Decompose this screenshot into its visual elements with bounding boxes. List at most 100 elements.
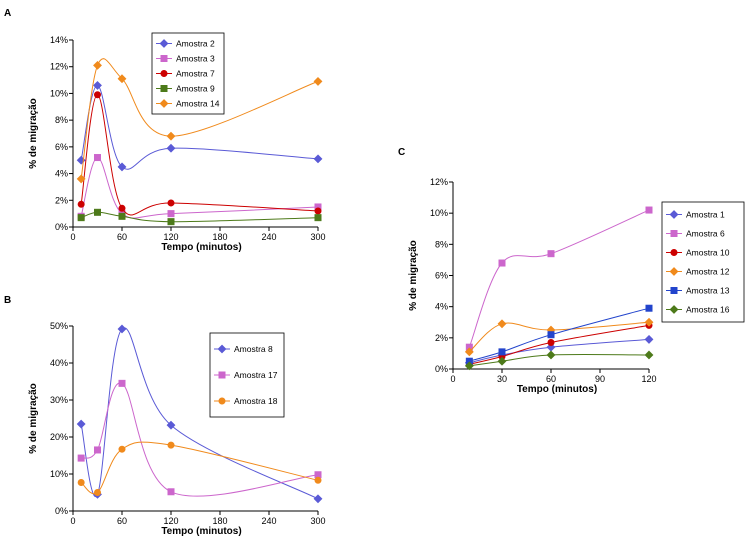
legend-swatch-marker xyxy=(669,305,679,314)
data-point xyxy=(314,476,322,484)
data-point xyxy=(497,356,507,366)
series-4 xyxy=(464,317,654,357)
x-axis-title: Tempo (minutos) xyxy=(517,384,597,395)
data-point xyxy=(76,419,86,429)
x-tick-label: 0 xyxy=(70,232,75,242)
series-2 xyxy=(465,206,653,351)
data-point xyxy=(313,76,323,86)
y-tick-label: 6% xyxy=(435,271,448,281)
data-point xyxy=(118,445,126,453)
data-point xyxy=(547,331,555,339)
y-tick-label: 20% xyxy=(50,432,68,442)
y-tick-label: 2% xyxy=(435,333,448,343)
data-point xyxy=(93,60,102,70)
legend-entry: Amostra 16 xyxy=(666,305,730,315)
x-tick-label: 60 xyxy=(117,232,127,242)
y-tick-label: 40% xyxy=(50,358,68,368)
legend-label: Amostra 10 xyxy=(686,248,730,258)
legend-swatch-marker xyxy=(159,39,169,48)
series-5 xyxy=(76,58,323,184)
legend-swatch-marker xyxy=(670,230,678,238)
y-tick-label: 0% xyxy=(435,364,448,374)
x-tick-label: 120 xyxy=(163,232,178,242)
legend: Amostra 8 Amostra 17 Amostra 18 xyxy=(209,332,285,418)
panel-letter: A xyxy=(4,8,11,19)
data-point xyxy=(77,454,85,462)
data-point xyxy=(94,446,102,454)
data-point xyxy=(547,339,555,347)
legend-entry: Amostra 8 xyxy=(214,344,273,354)
x-tick-label: 120 xyxy=(163,516,178,526)
series-6 xyxy=(464,350,654,371)
series-3 xyxy=(77,91,322,216)
x-axis-title: Tempo (minutos) xyxy=(161,242,241,253)
data-point xyxy=(77,479,85,487)
data-point xyxy=(76,174,86,184)
series-line xyxy=(469,307,650,362)
data-point xyxy=(166,131,176,141)
legend-swatch-marker xyxy=(160,85,168,93)
y-axis-title: % de migração xyxy=(28,383,39,454)
legend-label: Amostra 9 xyxy=(176,84,215,94)
series-line xyxy=(469,324,650,365)
series-3 xyxy=(77,441,322,496)
x-tick-label: 300 xyxy=(310,516,325,526)
series-1 xyxy=(76,324,323,504)
legend-swatch-marker xyxy=(669,267,679,276)
series-1 xyxy=(76,80,323,172)
legend-label: Amostra 17 xyxy=(234,370,278,380)
legend: Amostra 2 Amostra 3 Amostra 7 Amostra 9 Amos… xyxy=(151,32,225,115)
y-tick-label: 0% xyxy=(55,222,68,232)
data-point xyxy=(314,207,322,215)
x-tick-label: 60 xyxy=(546,374,556,384)
legend-label: Amostra 6 xyxy=(686,229,725,239)
legend-swatch-marker xyxy=(160,54,168,62)
y-axis-title: % de migração xyxy=(28,98,39,169)
series-line xyxy=(80,441,319,495)
data-point xyxy=(77,200,85,208)
legend-swatch-marker xyxy=(217,344,227,354)
data-point xyxy=(94,208,102,216)
series-line xyxy=(469,354,650,367)
data-point xyxy=(94,91,102,99)
data-point xyxy=(498,259,506,267)
y-tick-label: 10% xyxy=(50,88,68,98)
data-point xyxy=(464,361,474,371)
legend-entry: Amostra 17 xyxy=(214,370,278,380)
x-tick-label: 120 xyxy=(641,374,656,384)
y-tick-label: 2% xyxy=(55,195,68,205)
legend-swatch-marker xyxy=(218,371,226,379)
data-point xyxy=(166,420,176,430)
series-4 xyxy=(77,208,322,226)
panel-c: C 0% 2% 4% 6% 8% 10% 12% 0 30 60 90 120 Tempo (minuto… xyxy=(398,147,745,395)
legend-label: Amostra 3 xyxy=(176,54,215,64)
legend-entry: Amostra 9 xyxy=(156,84,215,94)
legend-swatch-marker xyxy=(670,286,678,294)
data-point xyxy=(497,319,507,329)
x-tick-label: 0 xyxy=(70,516,75,526)
legend-entry: Amostra 2 xyxy=(156,39,215,49)
x-tick-label: 0 xyxy=(450,374,455,384)
legend-label: Amostra 16 xyxy=(686,305,730,315)
y-tick-label: 4% xyxy=(435,302,448,312)
data-point xyxy=(645,304,653,312)
data-point xyxy=(77,214,85,222)
y-tick-label: 12% xyxy=(50,62,68,72)
data-point xyxy=(167,210,175,218)
legend-entry: Amostra 1 xyxy=(666,210,725,220)
panel-b: B 0% 10% 20% 30% 40% 50% 0 60 120 180 240 300 Tempo (… xyxy=(4,295,326,537)
panel-letter: C xyxy=(398,147,405,158)
y-tick-label: 10% xyxy=(430,208,448,218)
data-point xyxy=(313,494,323,504)
data-point xyxy=(117,74,127,84)
y-axis-title: % de migração xyxy=(408,240,419,311)
x-axis-title: Tempo (minutos) xyxy=(161,526,241,537)
legend-label: Amostra 13 xyxy=(686,286,730,296)
panel-a: A 0% 2% 4% 6% 8% 10% 12% 14% 0 60 120 180 240 300 Tempo… xyxy=(4,8,326,253)
legend-label: Amostra 1 xyxy=(686,210,725,220)
series-2 xyxy=(77,379,322,497)
legend-label: Amostra 12 xyxy=(686,267,730,277)
data-point xyxy=(166,143,176,153)
data-point xyxy=(464,347,474,357)
data-point xyxy=(117,324,127,334)
